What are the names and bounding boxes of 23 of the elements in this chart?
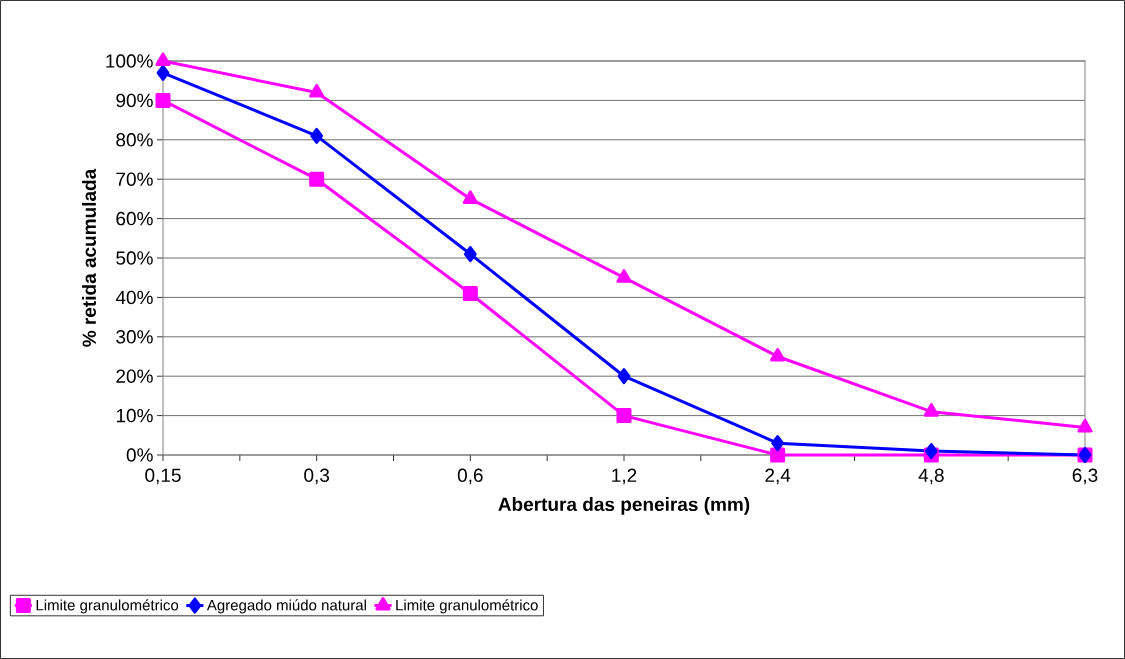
x-tick-label: 1,2 <box>612 468 637 485</box>
y-tick-label: 80% <box>116 133 153 147</box>
y-axis-title: % retida acumulada <box>82 168 97 347</box>
x-tick-label: 4,8 <box>918 468 944 485</box>
y-tick-label: 20% <box>116 369 153 383</box>
y-tick-label: 10% <box>116 408 153 423</box>
x-axis-title: Abertura das peneiras (mm) <box>498 497 750 515</box>
legend-label: Limite granulométrico <box>396 599 538 614</box>
legend-label: Agregado miúdo natural <box>206 599 366 614</box>
x-tick-label: 0,3 <box>304 468 330 485</box>
y-tick-label: 50% <box>116 251 153 265</box>
y-tick-label: 100% <box>106 54 153 68</box>
y-tick-label: 0% <box>126 448 153 462</box>
y-tick-label: 90% <box>116 93 153 108</box>
x-tick-label: 0,6 <box>457 468 483 485</box>
x-tick-label: 2,4 <box>765 468 791 485</box>
y-tick-label: 40% <box>115 290 153 305</box>
y-tick-label: 70% <box>116 172 153 186</box>
y-tick-label: 30% <box>116 330 153 344</box>
x-tick-label: 0,15 <box>145 468 181 485</box>
y-tick-label: 60% <box>116 211 153 226</box>
x-tick-label: 6,3 <box>1072 468 1098 485</box>
legend-label: Limite granulométrico <box>36 599 179 614</box>
